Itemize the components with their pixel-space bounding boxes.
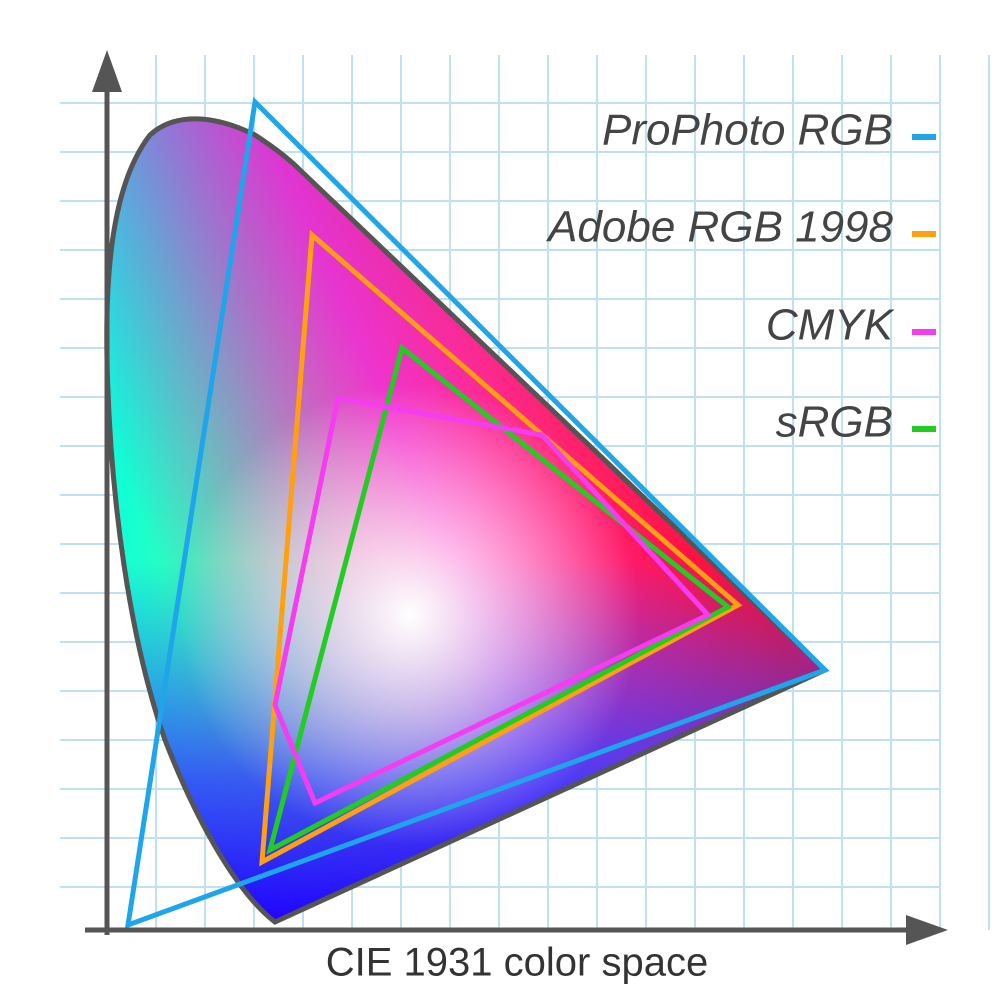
prophoto-gamut	[124, 96, 830, 929]
legend-label: CMYK	[766, 301, 895, 350]
srgb-gamut	[266, 343, 733, 855]
axes	[85, 50, 948, 945]
cmyk-gamut	[272, 395, 713, 807]
legend-label: sRGB	[776, 398, 893, 447]
legend-label: ProPhoto RGB	[602, 106, 893, 155]
legend-label: Adobe RGB 1998	[545, 203, 893, 252]
title: CIE 1931 color space	[326, 941, 708, 985]
adobe-gamut	[259, 229, 743, 867]
legend: ProPhoto RGB Adobe RGB 1998 CMYK sRGB	[545, 106, 936, 447]
gamuts	[124, 96, 830, 929]
